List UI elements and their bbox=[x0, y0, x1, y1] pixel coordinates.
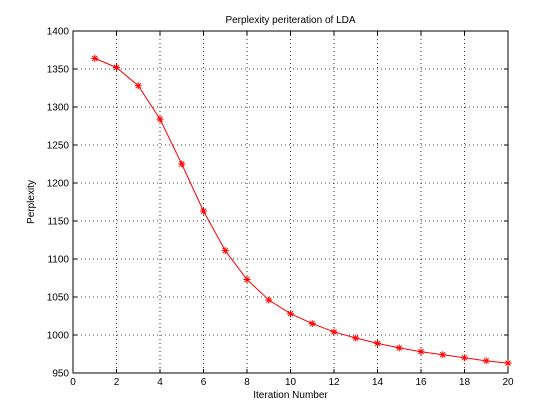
marker-stroke bbox=[91, 55, 98, 62]
marker-stroke bbox=[483, 358, 490, 364]
marker-stroke bbox=[287, 310, 294, 317]
data-point-marker bbox=[330, 328, 338, 336]
x-tick-label: 10 bbox=[285, 377, 297, 388]
x-tick-label: 14 bbox=[372, 377, 384, 388]
x-tick-label: 6 bbox=[201, 377, 207, 388]
marker-stroke bbox=[222, 247, 229, 254]
marker-stroke bbox=[374, 340, 381, 347]
marker-stroke bbox=[200, 208, 207, 214]
data-point-marker bbox=[156, 115, 164, 123]
y-tick-label: 1050 bbox=[47, 293, 70, 304]
x-tick-label: 8 bbox=[244, 377, 250, 388]
y-tick-label: 1200 bbox=[47, 179, 70, 190]
marker-stroke bbox=[461, 354, 468, 361]
marker-stroke bbox=[135, 82, 142, 89]
marker-stroke bbox=[265, 297, 272, 303]
y-tick-label: 1250 bbox=[47, 141, 70, 152]
series-line bbox=[94, 57, 509, 364]
data-point-marker bbox=[200, 207, 207, 215]
marker-stroke bbox=[418, 348, 424, 355]
data-point-marker bbox=[308, 320, 316, 328]
x-tick-label: 2 bbox=[114, 377, 120, 388]
data-point-marker bbox=[395, 344, 403, 352]
data-point-marker bbox=[482, 357, 490, 365]
marker-stroke bbox=[352, 335, 359, 341]
y-tick-label: 950 bbox=[52, 369, 69, 380]
x-tick-label: 0 bbox=[70, 377, 76, 388]
marker-stroke bbox=[505, 360, 511, 366]
x-tick-label: 18 bbox=[459, 377, 471, 388]
y-tick-label: 1350 bbox=[47, 65, 70, 76]
x-axis-label: Iteration Number bbox=[253, 390, 328, 401]
data-point-marker bbox=[504, 359, 512, 367]
marker-stroke bbox=[396, 345, 403, 351]
data-point-marker bbox=[287, 310, 294, 318]
marker-stroke bbox=[439, 351, 446, 358]
marker-stroke bbox=[113, 64, 120, 71]
y-tick-label: 1400 bbox=[47, 27, 70, 38]
axis-ticks: 0 2 4 6 8 10 12 14 16 18 20 950 1000 1050 1100 1150 1200… bbox=[47, 27, 514, 389]
marker-stroke bbox=[157, 116, 163, 122]
marker-stroke bbox=[331, 329, 337, 335]
y-axis-label: Perplexity bbox=[26, 180, 37, 224]
data-point-marker bbox=[374, 339, 381, 347]
marker-stroke bbox=[244, 276, 250, 283]
data-point-marker bbox=[352, 334, 360, 342]
data-point-marker bbox=[439, 351, 447, 359]
series-perplexity bbox=[91, 54, 512, 367]
data-point-marker bbox=[178, 160, 186, 168]
data-point-marker bbox=[243, 276, 251, 284]
data-point-marker bbox=[113, 63, 120, 71]
y-tick-label: 1100 bbox=[47, 255, 69, 266]
marker-stroke bbox=[309, 320, 316, 327]
data-point-marker bbox=[461, 354, 468, 362]
x-tick-label: 20 bbox=[502, 377, 514, 388]
y-tick-label: 1300 bbox=[47, 103, 70, 114]
data-point-marker bbox=[221, 247, 229, 255]
x-tick-label: 4 bbox=[157, 377, 163, 388]
chart-title: Perplexity periteration of LDA bbox=[225, 15, 355, 26]
data-point-marker bbox=[134, 82, 142, 90]
data-point-marker bbox=[91, 54, 99, 62]
y-tick-label: 1000 bbox=[47, 331, 70, 342]
data-point-marker bbox=[265, 296, 273, 304]
x-tick-label: 12 bbox=[328, 377, 340, 388]
marker-stroke bbox=[178, 161, 185, 167]
x-tick-label: 16 bbox=[415, 377, 427, 388]
data-point-marker bbox=[417, 348, 425, 356]
y-tick-label: 1150 bbox=[47, 217, 69, 228]
